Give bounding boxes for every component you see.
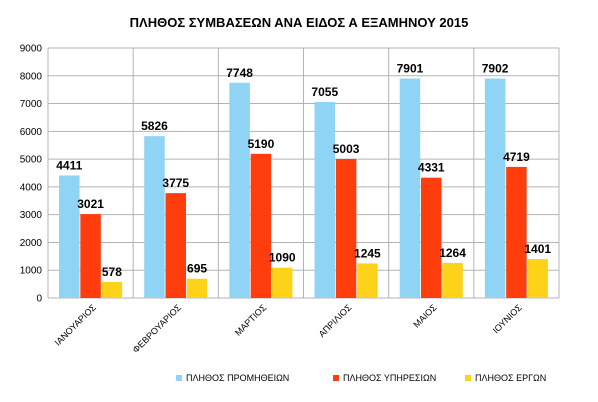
y-tick-labels: 0 1000 2000 3000 4000 5000 6000 7000 8000 9000 — [20, 44, 43, 305]
legend-swatch — [465, 375, 471, 381]
bar — [80, 214, 101, 298]
y-tick-label: 0 — [36, 294, 42, 305]
data-label: 1401 — [524, 242, 551, 256]
data-label: 1090 — [269, 251, 296, 265]
y-tick-label: 1000 — [20, 266, 43, 277]
legend-swatch — [333, 375, 339, 381]
bar — [357, 263, 378, 298]
data-label: 1245 — [354, 246, 381, 260]
data-label: 7748 — [226, 66, 253, 80]
data-labels: 4411 3021 578 5826 3775 695 7748 5190 1090 7055 50… — [56, 62, 551, 279]
bar — [271, 267, 293, 298]
category-label: ΙΑΝΟΥΑΡΙΟΣ — [53, 302, 99, 348]
data-label: 1264 — [439, 246, 466, 260]
data-label: 5003 — [333, 142, 360, 156]
bar — [165, 193, 186, 298]
bar — [101, 281, 123, 298]
y-tick-label: 7000 — [20, 99, 43, 110]
legend-label: ΠΛΗΘΟΣ ΕΡΓΩΝ — [475, 373, 546, 383]
bar — [442, 262, 463, 298]
bar — [229, 82, 250, 299]
data-label: 7055 — [311, 85, 338, 99]
bar — [506, 166, 527, 298]
bar — [186, 278, 208, 298]
grid-layer — [47, 47, 560, 299]
data-label: 4719 — [503, 150, 530, 164]
category-label: ΙΟΥΝΙΟΣ — [491, 302, 524, 335]
chart-title: ΠΛΗΘΟΣ ΣΥΜΒΑΣΕΩΝ ΑΝΑ ΕΙΔΟΣ Α ΕΞΑΜΗΝΟΥ 20… — [130, 15, 469, 30]
data-label: 3021 — [77, 197, 104, 211]
legend-label: ΠΛΗΘΟΣ ΠΡΟΜΗΘΕΙΩΝ — [186, 373, 289, 383]
legend-swatch — [176, 375, 182, 381]
bar — [144, 136, 165, 298]
data-label: 7901 — [397, 62, 424, 76]
category-label: ΦΕΒΡΟΥΑΡΙΟΣ — [131, 302, 184, 355]
category-label: ΜΑΡΤΙΟΣ — [233, 302, 269, 338]
data-label: 695 — [187, 262, 207, 276]
x-category-labels: ΙΑΝΟΥΑΡΙΟΣ ΦΕΒΡΟΥΑΡΙΟΣ ΜΑΡΤΙΟΣ ΑΠΡΙΛΙΟΣ ΜΑΙΟ… — [53, 302, 524, 355]
bar — [250, 153, 272, 298]
bar — [527, 259, 548, 298]
legend: ΠΛΗΘΟΣ ΠΡΟΜΗΘΕΙΩΝ ΠΛΗΘΟΣ ΥΠΗΡΕΣΙΩΝ ΠΛΗΘΟΣ … — [176, 373, 546, 383]
legend-label: ΠΛΗΘΟΣ ΥΠΗΡΕΣΙΩΝ — [343, 373, 436, 383]
bar — [484, 78, 506, 298]
bar — [59, 175, 80, 298]
bar — [421, 177, 442, 298]
y-tick-label: 6000 — [20, 127, 43, 138]
bar — [335, 159, 357, 298]
data-label: 578 — [102, 265, 122, 279]
data-label: 4411 — [56, 158, 82, 172]
y-tick-label: 3000 — [20, 210, 43, 221]
y-tick-label: 4000 — [20, 182, 43, 193]
data-label: 4331 — [418, 161, 445, 175]
bar — [314, 102, 336, 299]
category-label: ΑΠΡΙΛΙΟΣ — [317, 302, 354, 339]
bar — [399, 78, 421, 299]
data-label: 5190 — [248, 137, 275, 151]
y-tick-label: 9000 — [20, 44, 43, 55]
y-tick-label: 8000 — [20, 71, 43, 82]
y-tick-label: 5000 — [20, 155, 43, 166]
data-label: 5826 — [141, 119, 168, 133]
data-label: 7902 — [482, 62, 509, 76]
bar-layer — [59, 78, 548, 299]
category-label: ΜΑΙΟΣ — [411, 302, 439, 330]
data-label: 3775 — [162, 176, 189, 190]
y-tick-label: 2000 — [20, 238, 43, 249]
